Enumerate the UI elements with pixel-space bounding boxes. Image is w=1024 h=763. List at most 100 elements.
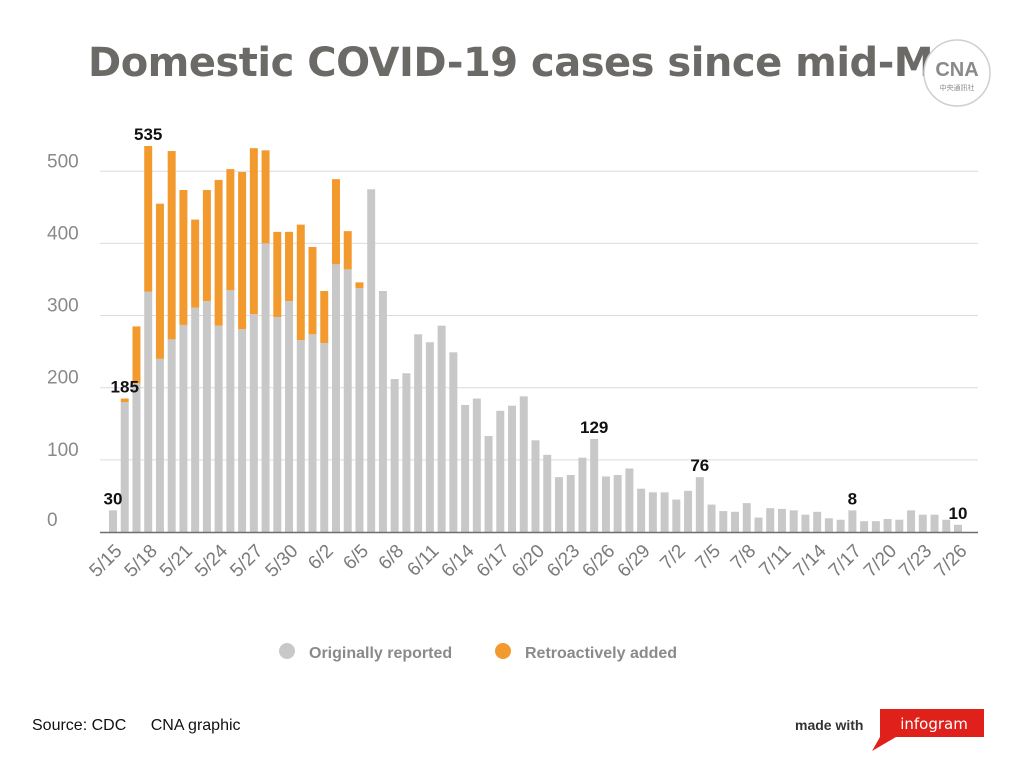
bar-originally-reported	[120, 402, 129, 532]
bar-retroactively-added	[285, 231, 294, 302]
bar-originally-reported	[191, 307, 200, 532]
bar-retroactively-added	[261, 150, 270, 244]
bar-originally-reported	[390, 379, 399, 532]
data-label: 76	[690, 456, 709, 475]
bar-originally-reported	[249, 314, 258, 532]
bar-originally-reported	[144, 291, 153, 532]
x-tick-label: 6/2	[304, 541, 338, 575]
bar-originally-reported	[343, 269, 352, 532]
svg-text:中央通訊社: 中央通訊社	[940, 83, 975, 92]
x-tick-label: 6/11	[403, 541, 443, 581]
bar-originally-reported	[601, 476, 610, 532]
bar-originally-reported	[684, 490, 693, 532]
bar-originally-reported	[777, 508, 786, 532]
bar-originally-reported	[907, 510, 916, 532]
bar-originally-reported	[824, 518, 833, 532]
bar-originally-reported	[261, 243, 270, 532]
bar-chart: 0 100 200 300 400 500 5/155/185/215/245/275/30…	[47, 125, 978, 662]
bar-originally-reported	[543, 454, 552, 532]
made-with-text: made with	[795, 717, 864, 733]
data-label: 535	[134, 125, 162, 144]
x-tick-label: 6/20	[508, 541, 549, 582]
y-tick-label: 100	[47, 440, 79, 461]
bar-retroactively-added	[355, 282, 364, 289]
data-label: 10	[949, 504, 968, 523]
svg-text:infogram: infogram	[900, 715, 968, 733]
bar-originally-reported	[660, 492, 669, 532]
chart-title: Domestic COVID-19 cases since mid-May	[88, 40, 984, 86]
bar-originally-reported	[214, 325, 223, 532]
bar-originally-reported	[672, 499, 681, 532]
bar-originally-reported	[167, 339, 176, 532]
bar-originally-reported	[754, 517, 763, 532]
x-tick-label: 5/15	[86, 541, 127, 582]
legend-label: Retroactively added	[525, 645, 677, 662]
legend-label: Originally reported	[309, 645, 452, 662]
bars	[109, 145, 962, 532]
bar-retroactively-added	[320, 291, 329, 343]
bar-originally-reported	[930, 514, 939, 532]
x-tick-label: 7/8	[727, 541, 761, 575]
bar-originally-reported	[766, 508, 775, 532]
bar-originally-reported	[942, 519, 951, 532]
svg-text:CNA: CNA	[935, 59, 978, 81]
bar-originally-reported	[367, 189, 376, 532]
bar-originally-reported	[813, 511, 822, 532]
x-tick-label: 5/24	[191, 540, 232, 581]
bar-originally-reported	[954, 524, 962, 532]
bar-originally-reported	[109, 510, 117, 532]
bar-originally-reported	[155, 358, 164, 532]
x-tick-label: 6/29	[614, 541, 655, 582]
x-tick-label: 7/2	[656, 541, 690, 575]
bar-originally-reported	[519, 396, 528, 532]
bar-originally-reported	[508, 405, 517, 532]
bar-retroactively-added	[308, 247, 317, 335]
bar-originally-reported	[566, 475, 575, 532]
bar-originally-reported	[414, 334, 423, 532]
bar-retroactively-added	[179, 190, 188, 325]
bar-originally-reported	[331, 264, 340, 532]
bar-originally-reported	[308, 334, 317, 532]
y-tick-label: 200	[47, 368, 79, 389]
bar-originally-reported	[578, 457, 587, 532]
bar-originally-reported	[883, 519, 892, 532]
bar-originally-reported	[285, 301, 294, 532]
footer-source: Source: CDC CNA graphic	[32, 717, 261, 735]
x-tick-label: 7/20	[860, 541, 901, 582]
bar-originally-reported	[472, 398, 481, 532]
x-tick-label: 5/18	[121, 541, 162, 582]
bar-originally-reported	[625, 468, 634, 532]
cna-logo-icon: CNA 中央通訊社	[923, 39, 991, 107]
x-tick-label: 6/8	[375, 541, 409, 575]
credit-text: CNA graphic	[150, 717, 241, 734]
bar-retroactively-added	[132, 326, 141, 384]
bar-originally-reported	[226, 290, 235, 532]
infogram-logo[interactable]: infogram	[872, 709, 984, 751]
bar-originally-reported	[531, 440, 540, 532]
bar-retroactively-added	[238, 171, 247, 330]
bar-retroactively-added	[226, 169, 235, 291]
data-label: 129	[580, 418, 608, 437]
bar-retroactively-added	[155, 203, 164, 359]
bar-originally-reported	[238, 329, 247, 532]
x-tick-label: 6/17	[473, 541, 514, 582]
bar-originally-reported	[836, 519, 845, 532]
bar-retroactively-added	[202, 190, 211, 302]
source-text: Source: CDC	[32, 717, 127, 734]
data-label: 30	[104, 489, 123, 508]
bar-originally-reported	[132, 383, 141, 532]
x-tick-label: 6/26	[578, 541, 619, 582]
bar-originally-reported	[590, 438, 599, 532]
data-label: 185	[111, 378, 139, 397]
bar-retroactively-added	[273, 231, 282, 317]
x-tick-label: 6/5	[339, 541, 373, 575]
bar-originally-reported	[355, 288, 364, 532]
bar-retroactively-added	[214, 179, 223, 326]
bar-originally-reported	[895, 519, 904, 532]
bar-originally-reported	[554, 477, 563, 532]
x-tick-label: 7/14	[790, 540, 831, 581]
y-tick-label: 0	[47, 510, 58, 531]
bar-originally-reported	[496, 410, 505, 532]
x-tick-label: 7/23	[895, 541, 936, 582]
legend-originally-reported: Originally reported	[279, 643, 452, 662]
